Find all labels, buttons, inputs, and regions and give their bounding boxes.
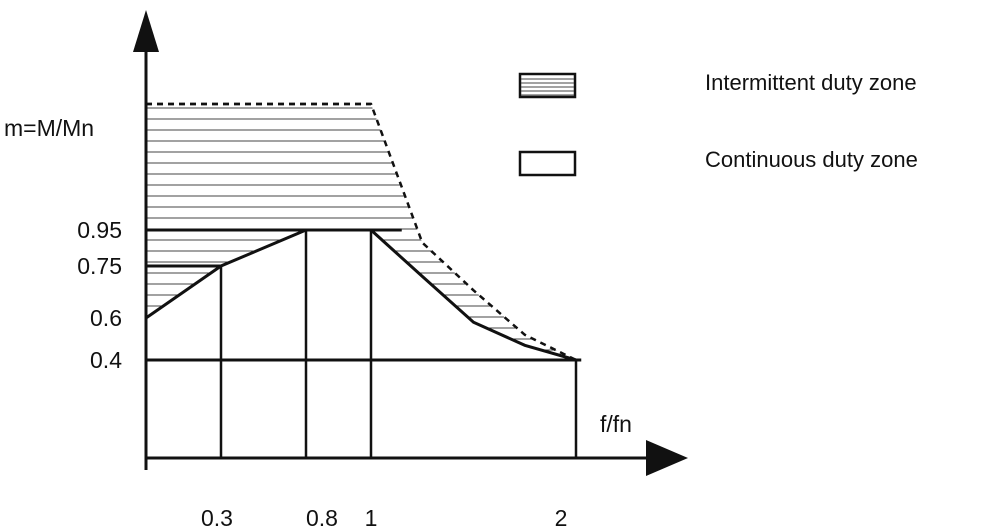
reference-horizontal-lines: [146, 102, 582, 362]
intermittent-duty-curve: [146, 102, 577, 362]
x-tick-label: 0.8: [306, 505, 338, 531]
x-tick-label: 2: [555, 505, 568, 531]
x-axis-arrow: [646, 440, 688, 476]
x-tick-label: 0.3: [201, 505, 233, 531]
x-tick-labels: 0.3 0.8 1 2: [201, 505, 567, 531]
x-axis-label: f/fn: [600, 411, 632, 437]
legend-swatch-hatching: [521, 78, 574, 96]
y-tick-label: 0.4: [90, 347, 122, 373]
y-tick-labels: 0.4 0.6 0.75 0.95: [77, 217, 122, 373]
y-axis-label: m=M/Mn: [4, 115, 94, 141]
y-tick-label: 0.95: [77, 217, 122, 243]
x-tick-label: 1: [365, 505, 378, 531]
axes: [133, 10, 688, 476]
legend-item-continuous: Continuous duty zone: [518, 147, 918, 177]
y-tick-label: 0.6: [90, 305, 122, 331]
duty-zone-vertical-lines: [219, 230, 578, 458]
y-axis-arrow: [133, 10, 159, 52]
legend: Intermittent duty zone Continuous duty z…: [518, 70, 918, 177]
continuous-duty-curve: [145, 228, 577, 362]
y-tick-label: 0.75: [77, 253, 122, 279]
legend-item-intermittent: Intermittent duty zone: [518, 70, 917, 99]
legend-label-continuous: Continuous duty zone: [705, 147, 918, 172]
legend-swatch-continuous: [518, 150, 577, 177]
legend-label-intermittent: Intermittent duty zone: [705, 70, 917, 95]
legend-swatch-intermittent: [518, 72, 577, 99]
